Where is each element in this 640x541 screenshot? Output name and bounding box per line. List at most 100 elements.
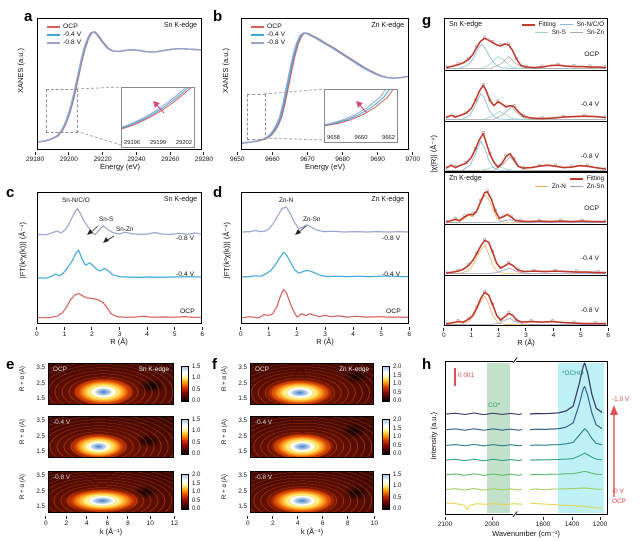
fit-plot-sn-ocp	[446, 35, 606, 69]
tick-label: 29196	[124, 140, 141, 146]
curve-label: -0.4 V	[176, 271, 195, 278]
tick-label: 1	[469, 328, 473, 339]
series-line	[446, 194, 606, 223]
tick-label: 8	[126, 516, 130, 527]
sub-label: OCP	[255, 366, 269, 373]
panel-c-plot: Sn K-edge Sn-N/C/O Sn-S Sn-Zn -0.8 V -0.…	[37, 192, 202, 324]
legend-label: Sn-N/C/O	[576, 21, 604, 28]
tick-label: 0	[442, 328, 446, 339]
series-line	[530, 452, 602, 461]
annotation-sn-s: Sn-S	[99, 216, 114, 223]
arrow-bottom-label2: OCP	[612, 498, 626, 505]
tick-label: 0.0	[192, 397, 201, 404]
edge-label-c: Sn K-edge	[163, 196, 197, 203]
legend-label: -0.4 V	[267, 31, 286, 38]
panel-letter-g: g	[422, 12, 432, 29]
tick-label: 9680	[335, 152, 349, 163]
tick-label: 29240	[127, 152, 145, 163]
tick-label: 0.5	[393, 494, 402, 501]
tick-label: 1.5	[36, 503, 45, 510]
tick-label: 4	[296, 516, 300, 527]
series-line	[530, 385, 602, 431]
legend-label: Fitting	[586, 175, 604, 182]
legend-item: OCP	[47, 23, 81, 30]
series-line	[446, 488, 522, 491]
tick-label: 0	[44, 516, 48, 527]
annotation-zn-sn: Zn-Sn	[303, 216, 321, 223]
x-axis-label-g: R (Å)	[517, 338, 535, 347]
y-axis-label-f1: R + α (Å)	[221, 366, 228, 392]
tick-label: 1.5	[192, 480, 201, 487]
arrow-top-label: -1.0 V	[612, 396, 630, 403]
curve-label: OCP	[180, 308, 195, 315]
curve-label: -0.8 V	[382, 235, 401, 242]
row-label: -0.4 V	[580, 101, 599, 108]
tick-label: 1.5	[238, 395, 247, 402]
series-line	[530, 362, 602, 415]
tick-label: 9700	[405, 152, 419, 163]
tick-label: 3	[323, 327, 327, 338]
series-line	[530, 428, 602, 446]
series-line	[446, 156, 606, 171]
tick-label: 9690	[370, 152, 384, 163]
legend-item: OCP	[251, 23, 285, 30]
legend-swatch	[251, 33, 264, 36]
tick-label: 1.5	[192, 364, 201, 370]
tick-label: 2	[497, 328, 501, 339]
tick-label: 2.5	[238, 487, 247, 495]
series-line	[446, 84, 606, 120]
legend-row: Fitting	[569, 175, 604, 182]
x-axis-label-d: R (Å)	[316, 337, 334, 346]
legend-label: Zn-N	[551, 183, 566, 190]
sub-label: -0.8 V	[53, 474, 71, 481]
wavelet-f-08: -0.8 V	[250, 471, 374, 513]
tick-label: 2.5	[238, 379, 247, 387]
series-line	[446, 502, 522, 511]
series-line	[325, 90, 390, 126]
ir-spectra-right	[530, 362, 602, 509]
tick-label: 2.5	[36, 432, 45, 440]
series-line	[446, 473, 522, 476]
series-line	[446, 443, 522, 447]
legend-b: OCP -0.4 V -0.8 V	[251, 23, 285, 46]
tick-label: 5	[173, 327, 177, 338]
legend-label: -0.4 V	[63, 31, 82, 38]
x-ticks-g: 0 1 2 3 4 5 6	[442, 328, 610, 339]
tick-label: 29260	[161, 152, 179, 163]
legend-row: Sn-S Sn-Zn	[534, 29, 604, 36]
wavelet-heatmap	[49, 417, 173, 457]
series-line	[38, 31, 201, 143]
colorbar-ticks-f3: 1.5 1.0 0.5 0.0	[393, 472, 409, 512]
tick-label: 1.0	[192, 375, 201, 382]
tick-label: 12	[171, 516, 178, 527]
tick-label: 3.5	[238, 364, 247, 371]
wavelet-heatmap	[49, 364, 173, 404]
sub-label: -0.8 V	[255, 474, 273, 481]
series-line	[530, 470, 602, 476]
x-ticks-f: 0 2 4 6 8 10	[246, 516, 378, 527]
ocho-label: *OCHO	[562, 370, 584, 377]
wavelet-e-08: -0.8 V	[48, 471, 174, 513]
tick-label: 29220	[94, 152, 112, 163]
tick-label: 1.0	[192, 489, 201, 495]
edge-label-g-sn: Sn K-edge	[449, 21, 483, 28]
tick-label: 0.0	[393, 398, 402, 404]
scalebar-label: 0.001	[458, 372, 474, 379]
tick-label: 5	[379, 327, 383, 338]
tick-label: 29199	[149, 140, 167, 146]
tick-label: 6	[407, 327, 411, 338]
tick-label: 9658	[327, 135, 340, 141]
colorbar-e1	[181, 366, 189, 402]
tick-label: 0.5	[393, 442, 402, 449]
series-line	[446, 317, 606, 325]
y-axis-label-f2: R + α (Å)	[221, 419, 228, 445]
tick-label: 3	[524, 328, 528, 339]
series-line	[446, 106, 606, 120]
series-line	[446, 267, 606, 274]
tick-label: 0.0	[393, 451, 402, 457]
tick-label: 8	[346, 516, 350, 527]
zoom-region-b	[247, 94, 266, 140]
y-ticks-f3: 3.5 2.5 1.5	[234, 472, 247, 510]
tick-label: 0.0	[192, 450, 201, 457]
